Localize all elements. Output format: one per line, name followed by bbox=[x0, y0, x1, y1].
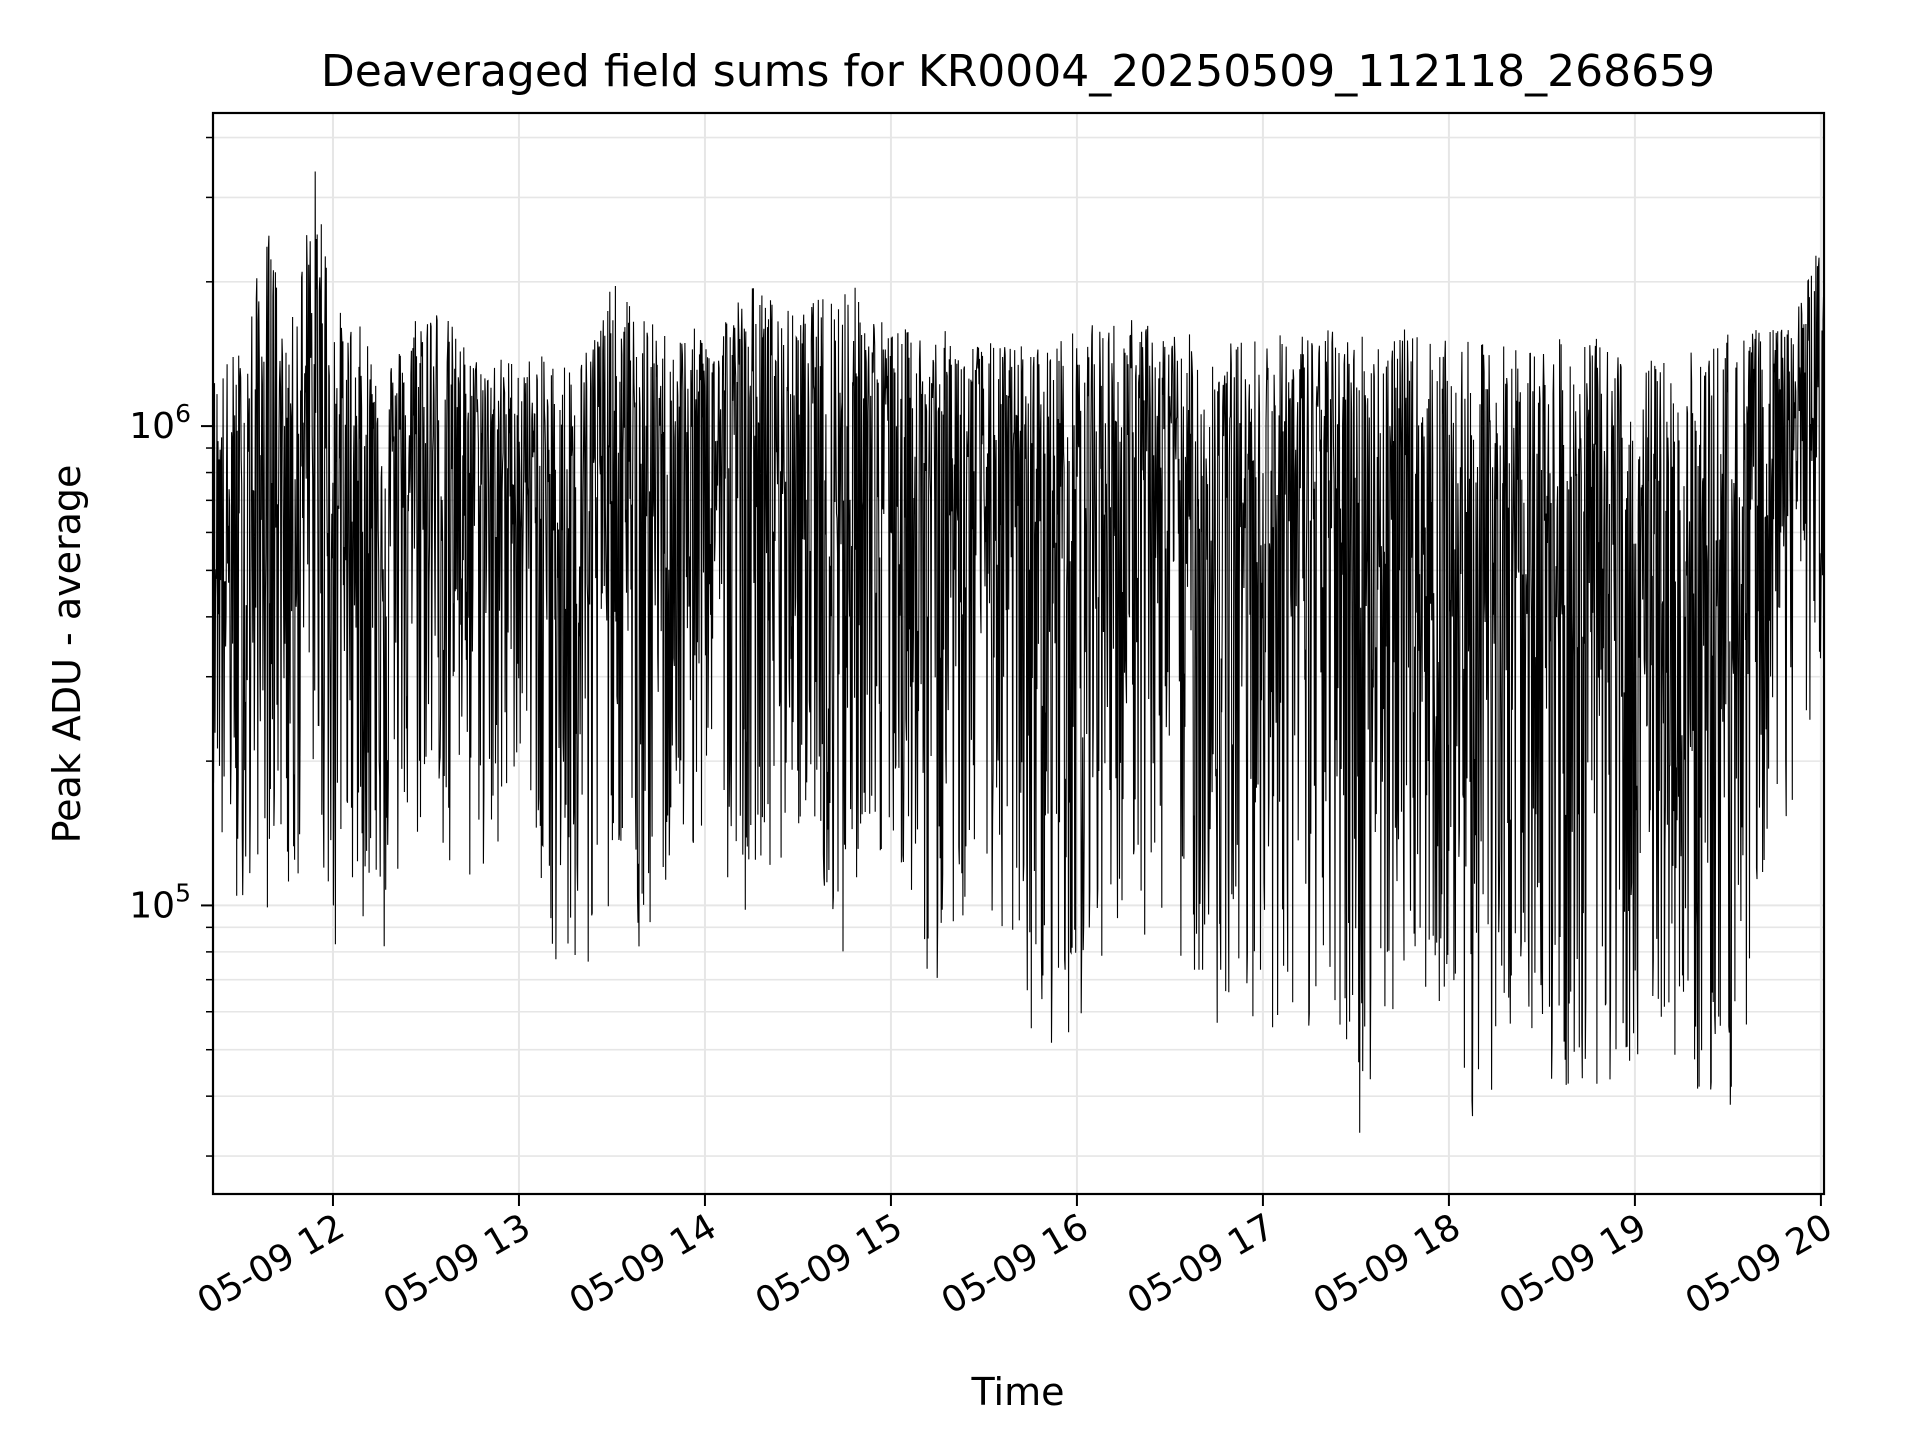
y-tick-label-base: 10 bbox=[129, 406, 175, 447]
y-tick-label: 106 bbox=[129, 399, 191, 447]
y-axis-label: Peak ADU - average bbox=[45, 465, 89, 844]
y-tick-label-base: 10 bbox=[129, 885, 175, 926]
series-group bbox=[212, 171, 1825, 1133]
y-tick-label-exponent: 6 bbox=[175, 399, 191, 428]
y-tick-label: 105 bbox=[129, 878, 191, 926]
x-axis-label: Time bbox=[971, 1370, 1065, 1414]
series-line bbox=[212, 171, 1825, 1133]
chart-title: Deaveraged field sums for KR0004_2025050… bbox=[321, 46, 1715, 97]
y-tick-label-exponent: 5 bbox=[175, 878, 191, 907]
plot-frame bbox=[211, 111, 1826, 1196]
